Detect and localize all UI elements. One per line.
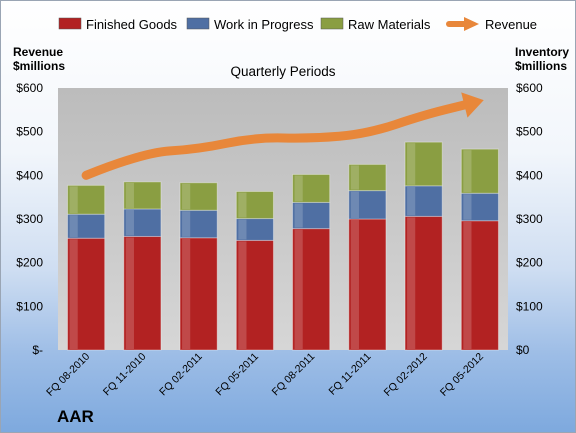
x-tick-label-fq-11-2011: FQ 11-2011: [326, 351, 373, 398]
bar-highlight: [125, 182, 134, 208]
bar-raw-materials-fq-02-2012: [404, 141, 443, 187]
chart-subtitle: Quarterly Periods: [230, 64, 335, 79]
right-axis-ticks: $0 $100 $200 $300 $400 $500 $600: [516, 81, 543, 357]
legend-label-raw-materials: Raw Materials: [348, 17, 431, 32]
bar-finished-goods-fq-05-2011: [235, 239, 274, 351]
legend-arrow-revenue: [446, 17, 479, 31]
right-tick-label: $100: [516, 299, 543, 313]
right-tick-label: $200: [516, 256, 543, 270]
bar-work-in-progress-fq-05-2012: [460, 192, 499, 222]
bar-highlight: [350, 165, 359, 190]
bar-highlight: [294, 203, 303, 228]
x-tick-label-fq-02-2011: FQ 02-2011: [157, 351, 205, 399]
company-name: AAR: [57, 407, 94, 426]
bar-highlight: [182, 211, 191, 237]
left-tick-label: $-: [32, 343, 43, 357]
bar-raw-materials-fq-08-2010: [67, 184, 106, 215]
bar-finished-goods-fq-02-2012: [404, 215, 443, 351]
bar-highlight: [182, 238, 191, 349]
right-tick-label: $0: [516, 343, 530, 357]
legend-swatch-work-in-progress: [186, 17, 210, 30]
bar-highlight: [125, 209, 134, 236]
bar-work-in-progress-fq-11-2010: [123, 208, 162, 237]
bar-highlight: [125, 237, 134, 349]
left-tick-label: $600: [16, 81, 43, 95]
bar-highlight: [69, 186, 78, 214]
bar-highlight: [407, 186, 416, 216]
bar-highlight: [69, 239, 78, 349]
bars-layer: [67, 141, 499, 351]
left-tick-label: $300: [16, 212, 43, 226]
x-tick-label-fq-08-2010: FQ 08-2010: [44, 351, 92, 399]
revenue-arrow-head: [461, 92, 484, 118]
bar-raw-materials-fq-08-2011: [292, 173, 331, 203]
bar-highlight: [350, 191, 359, 218]
legend-arrow-head: [464, 17, 479, 31]
bar-raw-materials-fq-02-2011: [179, 182, 218, 211]
bar-work-in-progress-fq-08-2011: [292, 201, 331, 230]
bar-raw-materials-fq-05-2011: [235, 190, 274, 220]
bar-finished-goods-fq-05-2012: [460, 220, 499, 351]
bar-highlight: [407, 143, 416, 185]
left-tick-label: $100: [16, 299, 43, 313]
left-tick-label: $400: [16, 168, 43, 182]
right-axis-title-line2: $millions: [515, 59, 567, 73]
bar-finished-goods-fq-02-2011: [179, 237, 218, 351]
right-tick-label: $600: [516, 81, 543, 95]
x-tick-label-fq-11-2010: FQ 11-2010: [101, 351, 149, 399]
bar-highlight: [350, 220, 359, 349]
legend: Finished Goods Work in Progress Raw Mate…: [58, 17, 537, 32]
x-tick-label-fq-08-2011: FQ 08-2011: [270, 351, 318, 399]
x-tick-label-fq-02-2012: FQ 02-2012: [382, 351, 430, 399]
x-tick-label-fq-05-2012: FQ 05-2012: [438, 351, 486, 399]
right-tick-label: $500: [516, 125, 543, 139]
legend-label-revenue: Revenue: [485, 17, 537, 32]
left-tick-label: $500: [16, 125, 43, 139]
bar-highlight: [463, 221, 472, 349]
bar-finished-goods-fq-08-2010: [67, 237, 106, 351]
right-tick-label: $300: [516, 212, 543, 226]
bar-work-in-progress-fq-08-2010: [67, 213, 106, 239]
bar-highlight: [238, 219, 247, 240]
x-axis-ticks: FQ 08-2010 FQ 11-2010 FQ 02-2011 FQ 05-2011…: [44, 351, 486, 399]
bar-highlight: [294, 175, 303, 202]
bar-raw-materials-fq-11-2010: [123, 181, 162, 210]
bar-finished-goods-fq-08-2011: [292, 228, 331, 351]
legend-swatch-raw-materials: [320, 17, 344, 30]
bar-highlight: [463, 194, 472, 220]
bar-work-in-progress-fq-02-2012: [404, 185, 443, 217]
right-axis-title-line1: Inventory: [515, 45, 569, 59]
bar-highlight: [407, 217, 416, 349]
left-tick-label: $200: [16, 256, 43, 270]
bar-highlight: [69, 215, 78, 238]
legend-swatch-finished-goods: [58, 17, 82, 30]
x-tick-label-fq-05-2011: FQ 05-2011: [213, 351, 261, 399]
bar-raw-materials-fq-05-2012: [460, 148, 499, 194]
bar-work-in-progress-fq-11-2011: [348, 190, 387, 220]
bar-work-in-progress-fq-02-2011: [179, 209, 218, 239]
legend-label-work-in-progress: Work in Progress: [214, 17, 314, 32]
bar-highlight: [463, 150, 472, 193]
left-axis-title-line1: Revenue: [13, 45, 63, 59]
left-axis-title-line2: $millions: [13, 59, 65, 73]
right-tick-label: $400: [516, 168, 543, 182]
legend-label-finished-goods: Finished Goods: [86, 17, 178, 32]
left-axis-ticks: $- $100 $200 $300 $400 $500 $600: [16, 81, 43, 357]
bar-highlight: [294, 229, 303, 349]
revenue-line-layer: [81, 92, 484, 180]
bar-raw-materials-fq-11-2011: [348, 163, 387, 192]
bar-highlight: [238, 241, 247, 349]
revenue-line: [81, 99, 471, 180]
bar-finished-goods-fq-11-2011: [348, 218, 387, 351]
bar-highlight: [182, 183, 191, 210]
bar-highlight: [238, 192, 247, 218]
